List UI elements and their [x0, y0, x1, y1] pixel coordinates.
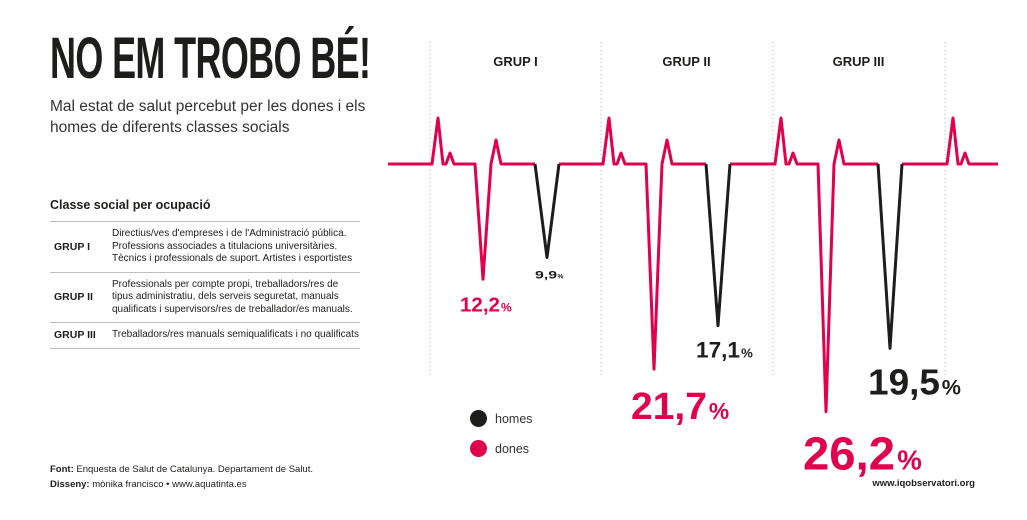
classes-table: GRUP I Directius/ves d'empreses i de l'A… — [50, 221, 360, 349]
group-header: GRUP I — [493, 54, 538, 69]
classes-heading: Classe social per ocupació — [50, 198, 211, 212]
source-line: Font: Enquesta de Salut de Catalunya. De… — [50, 462, 313, 477]
website-url: www.iqobservatori.org — [872, 478, 975, 489]
dones-unit-label: % — [709, 398, 729, 424]
homes-value-label: 9,9 — [535, 270, 557, 282]
legend-swatch-dones — [470, 440, 487, 457]
group-description: Treballadors/res manuals semiqualificats… — [112, 322, 360, 349]
homes-value-label: 17,1 — [696, 338, 740, 363]
homes-trough-mark — [533, 163, 561, 260]
group-name: GRUP II — [50, 271, 112, 323]
page-title: NO EM TROBO BÉ! — [50, 26, 371, 91]
table-row: GRUP II Professionals per compte propi, … — [50, 271, 360, 323]
group-header: GRUP III — [833, 54, 885, 69]
source-label: Font: — [50, 464, 74, 475]
homes-trough-mark — [704, 163, 732, 328]
group-description: Directius/ves d'empreses i de l'Administ… — [112, 221, 360, 272]
design-line: Disseny: mònika francisco • www.aquatint… — [50, 477, 313, 492]
legend-item-dones: dones — [470, 440, 529, 457]
homes-unit-label: % — [558, 274, 564, 281]
page-subtitle: Mal estat de salut percebut per les done… — [50, 98, 366, 136]
legend-item-homes: homes — [470, 410, 533, 427]
homes-unit-label: % — [942, 374, 961, 399]
dones-series-line — [388, 116, 998, 414]
dones-value-label: 26,2 — [803, 428, 895, 480]
dones-unit-label: % — [897, 445, 922, 476]
group-description: Professionals per compte propi, treballa… — [112, 271, 360, 323]
dones-value-label: 21,7 — [631, 386, 707, 428]
dones-value-label: 12,2 — [460, 294, 500, 316]
legend-label-homes: homes — [495, 411, 533, 426]
group-name: GRUP III — [50, 322, 112, 349]
homes-trough-mark — [876, 163, 904, 350]
source-text: Enquesta de Salut de Catalunya. Departam… — [76, 464, 313, 475]
legend-swatch-homes — [470, 410, 487, 427]
table-row: GRUP I Directius/ves d'empreses i de l'A… — [50, 221, 360, 272]
table-row: GRUP III Treballadors/res manuals semiqu… — [50, 322, 360, 349]
design-label: Disseny: — [50, 479, 90, 490]
homes-value-label: 19,5 — [868, 361, 940, 402]
design-text: mònika francisco • www.aquatinta.es — [92, 479, 247, 490]
credits: Font: Enquesta de Salut de Catalunya. De… — [50, 462, 313, 492]
homes-unit-label: % — [741, 346, 753, 361]
group-name: GRUP I — [50, 221, 112, 272]
legend-label-dones: dones — [495, 441, 530, 456]
group-header: GRUP II — [662, 54, 710, 69]
dones-unit-label: % — [501, 300, 512, 314]
